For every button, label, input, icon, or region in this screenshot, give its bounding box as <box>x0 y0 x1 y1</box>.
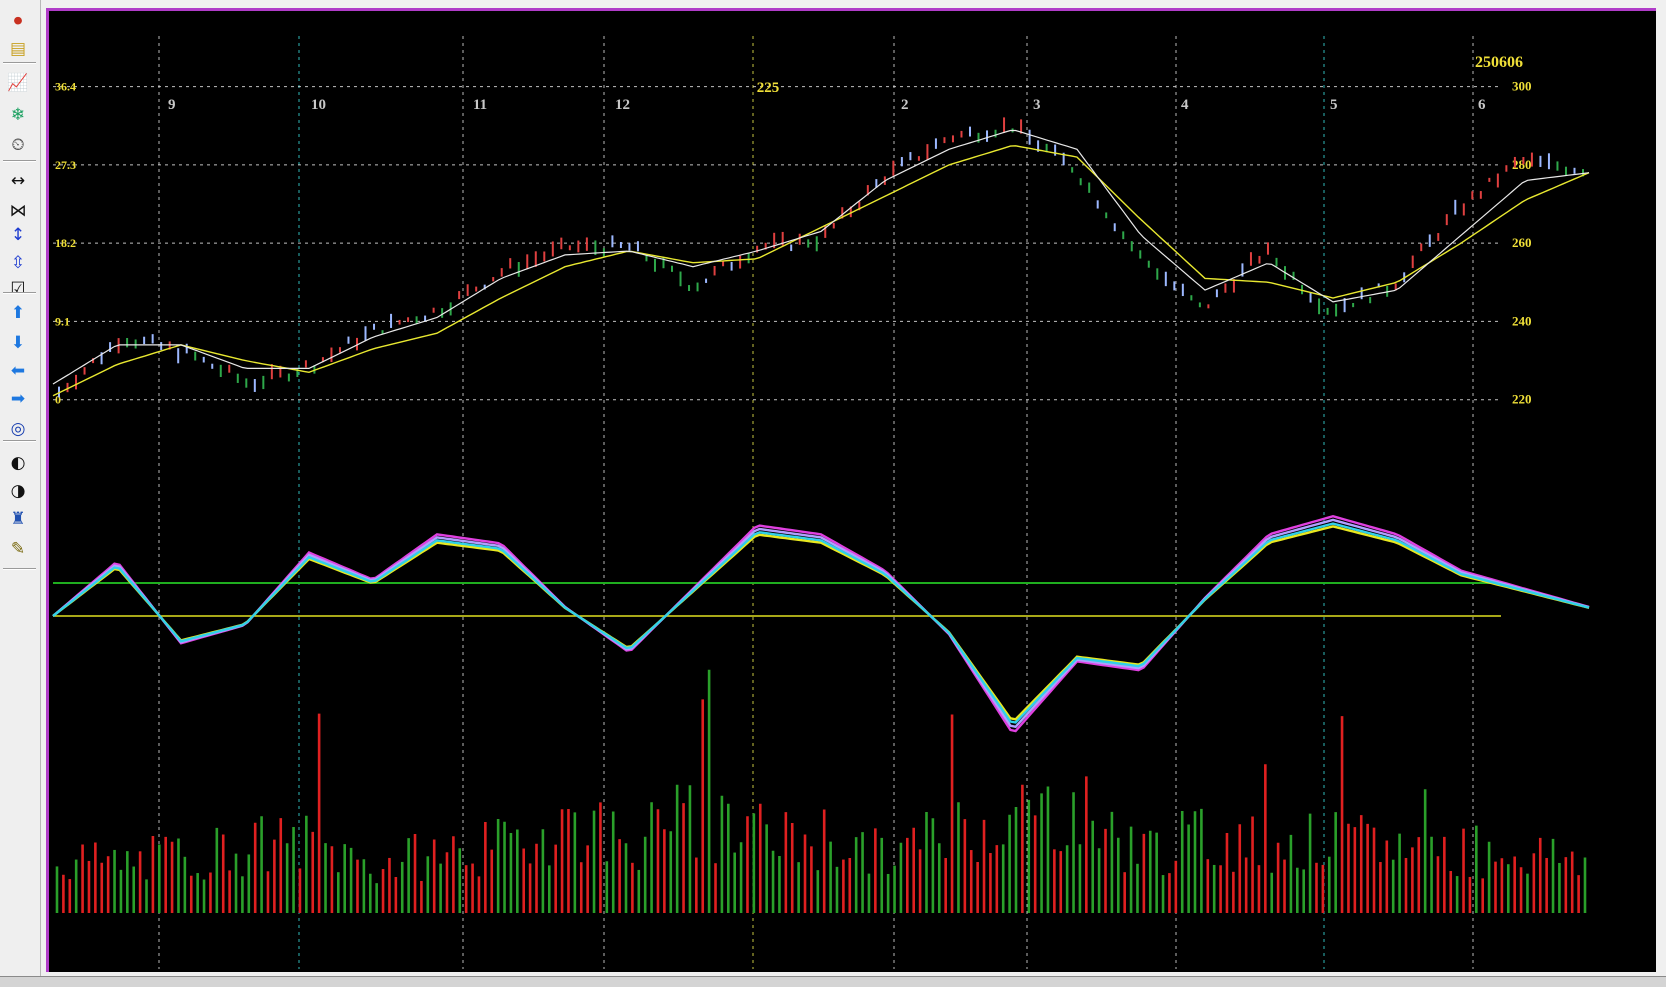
arrow-left-icon[interactable]: ⬅ <box>10 360 26 381</box>
header-layer: 250606 225 <box>757 54 1523 96</box>
volume-layer <box>55 669 1587 913</box>
arrow-down-icon[interactable]: ⬇ <box>10 332 26 353</box>
month-label: 9 <box>168 97 176 113</box>
y-tick-label-left: 36.4 <box>55 80 76 94</box>
status-bar <box>0 976 1666 987</box>
oscillator-layer <box>52 514 1590 733</box>
note-icon[interactable]: ▤ <box>9 38 27 59</box>
figure-icon[interactable]: ♜ <box>10 508 26 529</box>
half-circle-left-icon[interactable]: ◐ <box>10 452 26 473</box>
toolbar-separator <box>3 440 36 442</box>
line-chart-icon[interactable]: 📈 <box>7 72 29 93</box>
chart-canvas: 300 36.4 280 27.3 260 18.2 240 9.1 220 0 9 10 11 12 2 3… <box>52 36 1590 969</box>
compress-vertical-icon[interactable]: ⇳ <box>10 252 26 273</box>
toolbar-separator <box>3 568 36 570</box>
grid-layer <box>53 36 1501 969</box>
moving-average-slow-line <box>52 145 1590 397</box>
oscillator-line-magenta <box>52 514 1590 733</box>
y-tick-label-right: 280 <box>1512 157 1532 172</box>
snowflake-icon[interactable]: ❄ <box>10 104 26 125</box>
stop-icon[interactable]: ⏺ <box>13 10 23 31</box>
y-tick-label-left: 27.3 <box>55 158 76 172</box>
y-tick-label-right: 220 <box>1512 392 1532 407</box>
target-icon[interactable]: ◎ <box>10 418 26 439</box>
month-label: 11 <box>473 97 487 113</box>
chart-frame: 300 36.4 280 27.3 260 18.2 240 9.1 220 0 9 10 11 12 2 3… <box>46 8 1656 972</box>
y-tick-label-right: 300 <box>1512 79 1532 94</box>
toolbar-separator <box>3 292 36 294</box>
oscillator-line-yellow <box>52 525 1590 721</box>
oscillator-line-lavender <box>52 518 1590 729</box>
y-tick-label-left: 0 <box>55 393 61 407</box>
arrow-up-icon[interactable]: ⬆ <box>10 302 26 323</box>
month-label: 2 <box>901 97 909 113</box>
month-label: 3 <box>1033 97 1041 113</box>
month-label: 12 <box>615 97 630 113</box>
y-tick-label-right: 240 <box>1512 313 1532 328</box>
month-label: 5 <box>1330 97 1338 113</box>
toolbar-separator <box>3 62 36 64</box>
y-tick-label-left: 9.1 <box>55 314 70 328</box>
toolbar: ⏺ ▤ 📈 ❄ ⏲ ↔ ⋈ ↕ ⇳ ☑ ⬆ ⬇ ⬅ ➡ ◎ ◐ ◑ ♜ ✎ <box>0 0 41 986</box>
expand-horizontal-icon[interactable]: ↔ <box>10 170 26 191</box>
toolbar-separator <box>3 160 36 162</box>
y-tick-label-left: 18.2 <box>55 236 76 250</box>
half-circle-right-icon[interactable]: ◑ <box>10 480 26 501</box>
date-label: 250606 <box>1475 54 1523 71</box>
labels-layer: 300 36.4 280 27.3 260 18.2 240 9.1 220 0 9 10 11 12 2 3… <box>55 79 1532 407</box>
price-layer <box>52 117 1590 398</box>
pencil-icon[interactable]: ✎ <box>10 538 26 559</box>
clock-icon[interactable]: ⏲ <box>11 134 25 155</box>
month-label: 10 <box>311 97 326 113</box>
oscillator-line-cyan <box>52 522 1590 724</box>
month-label: 4 <box>1181 97 1189 113</box>
special-date-label: 225 <box>757 80 780 96</box>
moving-average-fast-line <box>52 129 1590 385</box>
y-tick-label-right: 260 <box>1512 235 1532 250</box>
arrow-right-icon[interactable]: ➡ <box>10 388 26 409</box>
checkbox-icon[interactable]: ☑ <box>10 278 26 299</box>
compress-horizontal-icon[interactable]: ⋈ <box>9 200 27 221</box>
month-label: 6 <box>1478 97 1486 113</box>
expand-vertical-icon[interactable]: ↕ <box>10 224 26 245</box>
